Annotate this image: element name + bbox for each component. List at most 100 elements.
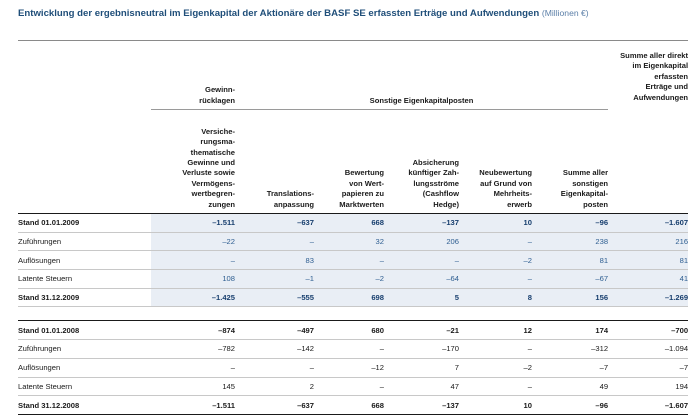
- cell: –142: [235, 339, 314, 359]
- cell: –497: [235, 320, 314, 341]
- cell: 174: [532, 320, 609, 341]
- table-title: Entwicklung der ergebnisneutral im Eigen…: [18, 8, 688, 19]
- cell: –1.511: [151, 213, 235, 233]
- cell: 49: [532, 377, 609, 397]
- cell: 238: [532, 232, 609, 252]
- header-col-versicherungsmathematische: Versiche- rungsma- thematische Gewinne u…: [151, 109, 235, 214]
- row-label: Stand 01.01.2009: [18, 213, 151, 233]
- cell: 8: [459, 288, 532, 308]
- cell: –2: [459, 358, 532, 378]
- header-col-bewertung-wertpapiere: Bewertung von Wert- papieren zu Marktwer…: [314, 109, 384, 214]
- cell: –67: [532, 269, 609, 289]
- row-label: Latente Steuern: [18, 269, 151, 289]
- cell: 668: [314, 395, 384, 415]
- cell: –: [314, 377, 384, 397]
- cell: –64: [384, 269, 459, 289]
- cell: 698: [314, 288, 384, 308]
- cell: –7: [608, 358, 689, 378]
- cell: –1: [235, 269, 314, 289]
- header-col-neubewertung: Neubewertung auf Grund von Mehrheits- er…: [459, 109, 532, 214]
- header-label-spacer-2: [18, 109, 151, 214]
- cell: –96: [532, 395, 609, 415]
- row-label: Latente Steuern: [18, 377, 151, 397]
- header-summe-direkt: Summe aller direkt im Eigenkapital erfas…: [608, 51, 689, 214]
- cell: 83: [235, 250, 314, 271]
- cell: –: [459, 269, 532, 289]
- table-row: Stand 01.01.2008 –874 –497 680 –21 12 17…: [18, 320, 689, 341]
- cell: –: [459, 232, 532, 252]
- cell: –: [459, 377, 532, 397]
- table-row: Stand 31.12.2008 –1.511 –637 668 –137 10…: [18, 395, 689, 415]
- cell: 5: [384, 288, 459, 308]
- row-label: Auflösungen: [18, 250, 151, 271]
- table-row: Auflösungen – – –12 7 –2 –7 –7: [18, 358, 689, 378]
- cell: –: [459, 339, 532, 359]
- cell: 41: [608, 269, 689, 289]
- cell: 10: [459, 395, 532, 415]
- cell: –1.094: [608, 339, 689, 359]
- cell: 206: [384, 232, 459, 252]
- cell: –874: [151, 320, 235, 341]
- cell: –12: [314, 358, 384, 378]
- cell: –1.607: [608, 395, 689, 415]
- row-label: Zuführungen: [18, 339, 151, 359]
- cell: 194: [608, 377, 689, 397]
- cell: –96: [532, 213, 609, 233]
- title-main: Entwicklung der ergebnisneutral im Eigen…: [18, 8, 540, 19]
- section-spacer: [18, 306, 689, 322]
- table-row: Zuführungen –22 – 32 206 – 238 216: [18, 232, 689, 252]
- table-row: Auflösungen – 83 – – –2 81 81: [18, 250, 689, 271]
- cell: –170: [384, 339, 459, 359]
- cell: –637: [235, 213, 314, 233]
- table-row: Latente Steuern 108 –1 –2 –64 – –67 41: [18, 269, 689, 289]
- cell: –1.269: [608, 288, 689, 308]
- cell: 81: [532, 250, 609, 271]
- cell: –2: [314, 269, 384, 289]
- cell: 216: [608, 232, 689, 252]
- table-body: Stand 01.01.2009 –1.511 –637 668 –137 10…: [18, 213, 689, 415]
- cell: 81: [608, 250, 689, 271]
- top-rule: [18, 40, 688, 41]
- header-label-spacer: [18, 51, 151, 110]
- header-row-columns: Versiche- rungsma- thematische Gewinne u…: [18, 109, 688, 214]
- cell: –312: [532, 339, 609, 359]
- cell: 2: [235, 377, 314, 397]
- row-label: Stand 01.01.2008: [18, 320, 151, 341]
- cell: 145: [151, 377, 235, 397]
- cell: –7: [532, 358, 609, 378]
- cell: –137: [384, 213, 459, 233]
- header-col-translationsanpassung: Translations- anpassung: [235, 109, 314, 214]
- header-row-group: Gewinn- rücklagen Sonstige Eigenkapitalp…: [18, 51, 689, 214]
- row-label: Auflösungen: [18, 358, 151, 378]
- cell: –137: [384, 395, 459, 415]
- cell: 668: [314, 213, 384, 233]
- spacer-cell: [18, 306, 689, 322]
- row-label: Zuführungen: [18, 232, 151, 252]
- cell: –21: [384, 320, 459, 341]
- cell: 156: [532, 288, 609, 308]
- cell: –: [235, 358, 314, 378]
- row-label: Stand 31.12.2008: [18, 395, 151, 415]
- cell: 7: [384, 358, 459, 378]
- header-sonstige-eigenkapitalposten: Sonstige Eigenkapitalposten: [235, 51, 609, 110]
- header-gewinnruecklagen: Gewinn- rücklagen: [151, 51, 235, 110]
- cell: –1.607: [608, 213, 689, 233]
- cell: –1.511: [151, 395, 235, 415]
- cell: 680: [314, 320, 384, 341]
- cell: –: [151, 250, 235, 271]
- cell: –: [314, 339, 384, 359]
- cell: –: [384, 250, 459, 271]
- cell: –: [314, 250, 384, 271]
- cell: –: [151, 358, 235, 378]
- cell: 47: [384, 377, 459, 397]
- table-row: Stand 01.01.2009 –1.511 –637 668 –137 10…: [18, 213, 689, 233]
- cell: –1.425: [151, 288, 235, 308]
- cell: –22: [151, 232, 235, 252]
- cell: –782: [151, 339, 235, 359]
- cell: 108: [151, 269, 235, 289]
- cell: –637: [235, 395, 314, 415]
- cell: –2: [459, 250, 532, 271]
- cell: 32: [314, 232, 384, 252]
- cell: –555: [235, 288, 314, 308]
- table-row: Zuführungen –782 –142 – –170 – –312 –1.0…: [18, 339, 689, 359]
